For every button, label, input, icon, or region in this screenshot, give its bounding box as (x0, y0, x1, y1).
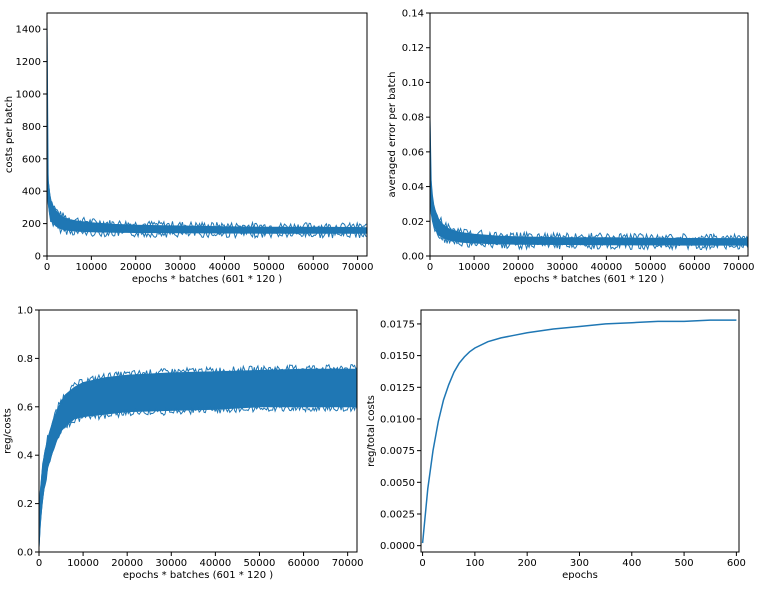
x-axis-label: epochs * batches (601 * 120 ) (123, 570, 273, 581)
y-tick-label: 1400 (16, 25, 41, 36)
x-tick-label: 40000 (209, 262, 241, 273)
x-tick-label: 500 (675, 558, 694, 569)
y-tick-label: 400 (22, 187, 41, 198)
plot-area (39, 363, 357, 548)
y-axis-label: averaged error per batch (387, 72, 398, 198)
y-tick-label: 0.6 (17, 402, 33, 413)
y-tick-label: 0.4 (17, 451, 33, 462)
axes-frame (429, 12, 749, 257)
y-tick-label: 0.00 (402, 252, 424, 263)
x-tick-label: 0 (427, 262, 433, 273)
axes-frame (420, 309, 740, 553)
x-tick-label: 60000 (297, 262, 329, 273)
y-tick-label: 0.08 (402, 113, 424, 124)
series-line (421, 319, 737, 544)
series-noise-lower (47, 119, 367, 240)
y-axis-label: costs per batch (4, 96, 15, 173)
y-tick-label: 0.0175 (380, 319, 415, 330)
y-tick-label: 0.0125 (380, 383, 415, 394)
series-noise-lower (430, 170, 748, 252)
x-tick-label: 20000 (502, 262, 534, 273)
y-tick-label: 0.02 (402, 217, 424, 228)
x-tick-label: 40000 (199, 558, 231, 569)
x-axis-label: epochs (562, 570, 598, 581)
y-tick-label: 1000 (16, 90, 41, 101)
x-tick-label: 60000 (288, 558, 320, 569)
x-tick-label: 10000 (458, 262, 490, 273)
series-noise-upper (47, 20, 367, 232)
y-tick-label: 0.0075 (380, 446, 415, 457)
y-tick-label: 0.0025 (380, 509, 415, 520)
x-tick-label: 30000 (164, 262, 196, 273)
y-tick-label: 0.0150 (380, 351, 415, 362)
x-tick-label: 60000 (679, 262, 711, 273)
chart-averaged-error-per-batch: 0 10000 20000 30000 40000 50000 60000 70000 0.00… (387, 9, 754, 286)
x-tick-label: 70000 (723, 262, 755, 273)
x-tick-label: 20000 (111, 558, 143, 569)
y-tick-label: 0.0100 (380, 414, 415, 425)
chart-reg-total-costs: 0 100 200 300 400 500 600 0.0000 0.0025 0.0050 0.0… (366, 309, 746, 581)
x-tick-label: 300 (570, 558, 589, 569)
chart-costs-per-batch: 0 10000 20000 30000 40000 50000 60000 70000 0 200… (4, 12, 374, 285)
series-noise-upper (39, 363, 357, 524)
x-tick-label: 200 (518, 558, 537, 569)
y-tick-label: 800 (22, 122, 41, 133)
x-tick-label: 10000 (67, 558, 99, 569)
y-tick-label: 1200 (16, 57, 41, 68)
x-tick-label: 30000 (155, 558, 187, 569)
y-tick-label: 0 (35, 252, 41, 263)
x-axis-label: epochs * batches (601 * 120 ) (514, 274, 664, 285)
x-tick-label: 0 (44, 262, 50, 273)
axes-frame (38, 309, 358, 553)
y-tick-label: 0.2 (17, 499, 33, 510)
axes-frame (46, 12, 368, 257)
x-tick-label: 10000 (75, 262, 107, 273)
y-tick-label: 0.04 (402, 182, 424, 193)
x-tick-label: 20000 (120, 262, 152, 273)
y-tick-label: 0.8 (17, 354, 33, 365)
x-tick-label: 70000 (342, 262, 374, 273)
y-tick-label: 0.0050 (380, 478, 415, 489)
series-noise-upper (430, 117, 748, 243)
chart-reg-costs: 0 10000 20000 30000 40000 50000 60000 70000 0.0 0… (2, 306, 363, 582)
plot-area (421, 319, 737, 544)
plot-area (47, 20, 367, 240)
x-tick-label: 0 (419, 558, 425, 569)
x-axis-label: epochs * batches (601 * 120 ) (132, 274, 282, 285)
x-tick-label: 50000 (244, 558, 276, 569)
x-tick-label: 30000 (546, 262, 578, 273)
y-tick-label: 0.10 (402, 78, 424, 89)
y-tick-label: 200 (22, 219, 41, 230)
y-tick-label: 0.06 (402, 147, 424, 158)
series-noise-lower (39, 402, 357, 548)
y-tick-label: 0.14 (402, 9, 424, 20)
x-tick-label: 100 (465, 558, 484, 569)
plot-area (430, 117, 748, 252)
x-tick-label: 600 (727, 558, 746, 569)
x-tick-label: 70000 (332, 558, 364, 569)
y-tick-label: 0.12 (402, 43, 424, 54)
x-tick-label: 40000 (590, 262, 622, 273)
y-tick-label: 0.0000 (380, 541, 415, 552)
x-tick-label: 50000 (635, 262, 667, 273)
y-axis-label: reg/total costs (366, 395, 377, 467)
y-tick-label: 600 (22, 154, 41, 165)
y-tick-label: 1.0 (17, 306, 33, 317)
x-tick-label: 400 (622, 558, 641, 569)
x-tick-label: 50000 (253, 262, 285, 273)
y-axis-label: reg/costs (2, 408, 13, 454)
x-tick-label: 0 (36, 558, 42, 569)
y-tick-label: 0.0 (17, 548, 33, 559)
